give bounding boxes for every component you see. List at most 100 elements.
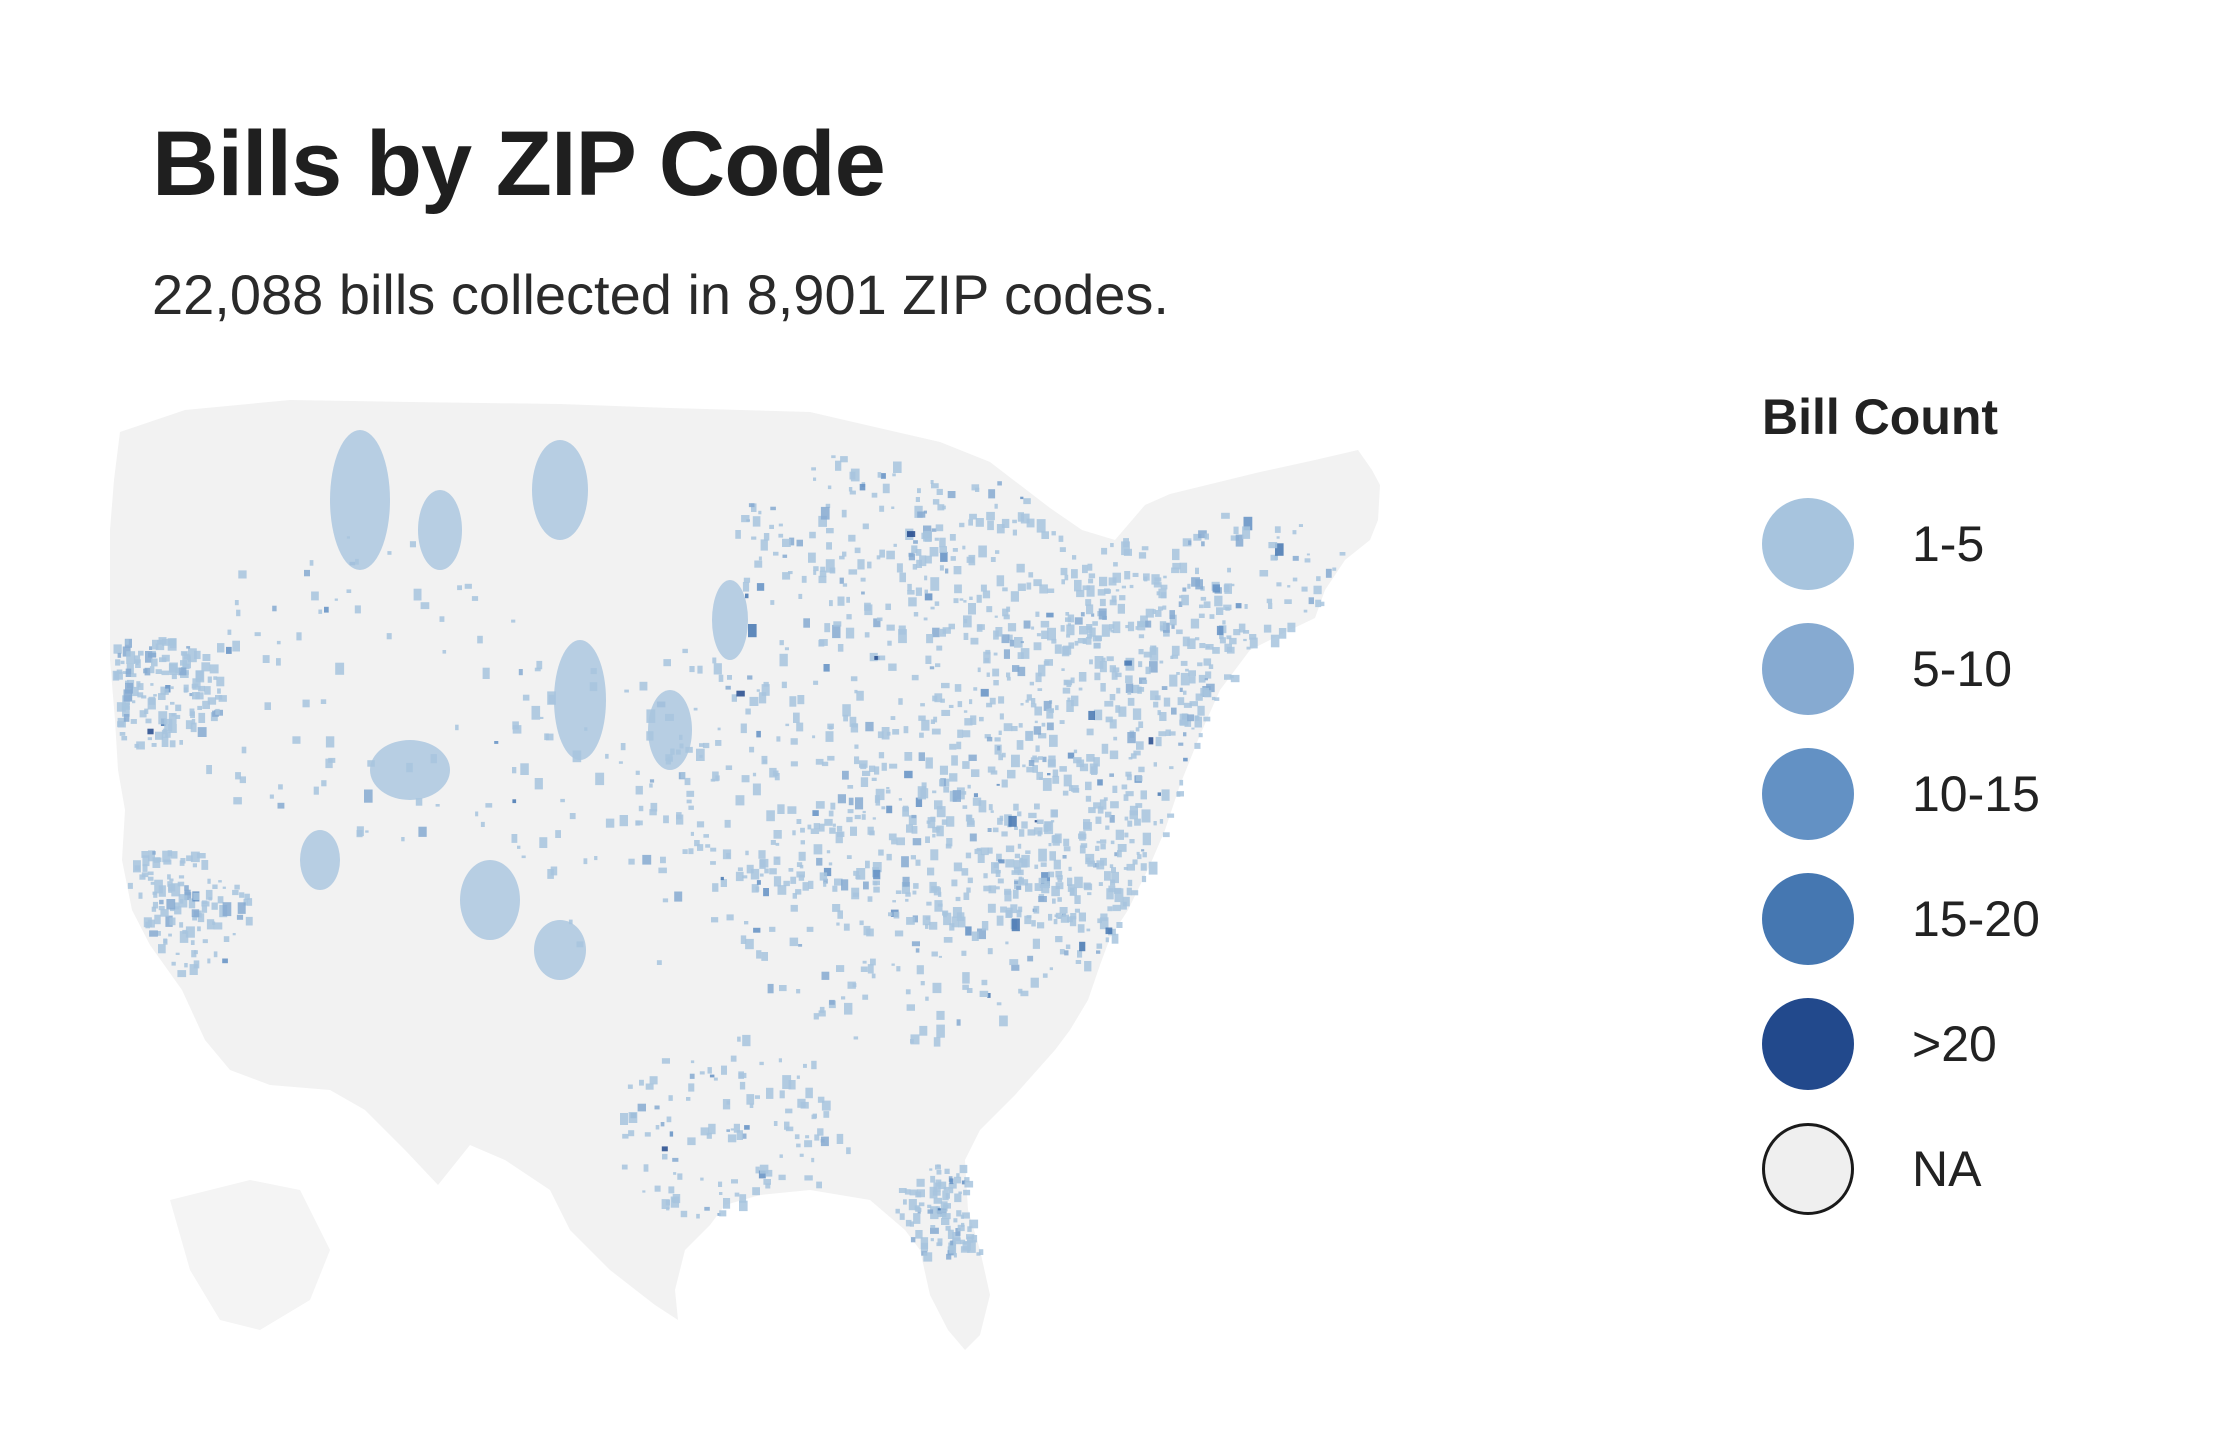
zip-area-mark	[813, 566, 819, 572]
zip-area-mark	[995, 627, 1003, 637]
zip-area-mark	[756, 730, 761, 738]
zip-area-mark	[995, 870, 1001, 874]
us-zip-map	[110, 390, 1590, 1400]
zip-area-mark	[1243, 630, 1250, 634]
zip-area-mark	[677, 1173, 683, 1180]
zip-area-mark	[854, 756, 860, 765]
zip-area-mark	[942, 627, 951, 634]
zip-area-mark	[796, 862, 803, 867]
zip-area-mark	[823, 881, 827, 887]
zip-area-mark	[926, 634, 934, 644]
zip-area-mark	[192, 915, 197, 921]
zip-area-mark	[931, 528, 937, 532]
zip-area-mark	[1038, 733, 1047, 739]
zip-area-mark	[1275, 543, 1284, 556]
zip-area-mark	[144, 667, 151, 676]
zip-area-mark	[354, 605, 361, 614]
zip-area-mark	[957, 701, 963, 708]
zip-area-mark	[136, 741, 145, 750]
zip-area-mark	[1042, 778, 1052, 791]
legend-item: 15-20	[1762, 873, 2162, 965]
legend-swatch	[1762, 1123, 1854, 1215]
zip-area-mark	[740, 935, 747, 944]
zip-area-mark	[994, 615, 998, 618]
zip-area-mark	[178, 667, 187, 676]
zip-area-mark	[932, 790, 937, 794]
zip-area-mark	[766, 810, 775, 822]
zip-area-mark	[1101, 743, 1109, 754]
zip-area-mark	[967, 1236, 974, 1243]
zip-area-mark	[141, 695, 147, 699]
zip-area-mark	[994, 737, 1001, 742]
zip-area-mark	[1011, 726, 1018, 732]
zip-area-mark	[1066, 634, 1071, 638]
zip-area-mark	[1085, 795, 1092, 802]
zip-area-mark	[932, 627, 940, 638]
zip-area-mark	[726, 1100, 730, 1105]
zip-area-mark	[753, 927, 761, 933]
zip-area-mark	[188, 648, 197, 663]
zip-area-mark	[276, 640, 281, 645]
zip-area-mark	[962, 1241, 971, 1251]
zip-area-mark	[1034, 864, 1039, 869]
zip-area-mark	[782, 554, 788, 558]
zip-area-mark	[718, 674, 724, 682]
zip-area-mark	[953, 1253, 957, 1258]
zip-area-mark	[1119, 595, 1126, 601]
zip-area-mark	[1244, 604, 1248, 609]
zip-area-mark	[721, 1065, 727, 1075]
zip-area-mark	[995, 550, 1000, 554]
zip-area-mark	[860, 966, 868, 972]
zip-area-mark	[1205, 645, 1210, 649]
zip-area-mark	[909, 1189, 918, 1196]
zip-area-mark	[745, 593, 749, 599]
zip-area-mark	[190, 722, 197, 733]
zip-area-mark	[145, 718, 152, 724]
zip-area-mark	[819, 823, 825, 832]
zip-area-mark	[148, 850, 155, 862]
zip-area-mark	[1141, 849, 1145, 852]
zip-area-mark	[954, 1193, 962, 1203]
zip-area-mark	[828, 810, 834, 817]
zip-area-mark	[185, 926, 195, 938]
zip-area-mark	[197, 705, 202, 710]
zip-area-mark	[937, 1210, 947, 1218]
zip-area-mark	[852, 892, 859, 897]
zip-area-mark	[1078, 687, 1083, 691]
zip-area-mark	[886, 805, 893, 814]
zip-area-mark	[861, 591, 865, 595]
zip-area-mark	[912, 915, 918, 923]
zip-area-mark	[1113, 562, 1118, 567]
zip-area-mark	[627, 1084, 633, 1089]
zip-area-mark	[709, 1074, 715, 1078]
zip-area-mark	[943, 937, 953, 943]
zip-area-mark	[854, 744, 859, 749]
zip-area-mark	[953, 1176, 962, 1184]
zip-area-mark	[1041, 630, 1049, 639]
zip-area-mark	[785, 1108, 793, 1114]
zip-area-mark	[969, 1219, 979, 1229]
zip-area-mark	[848, 797, 854, 806]
zip-area-mark	[1087, 860, 1096, 867]
zip-area-mark	[1276, 582, 1282, 587]
zip-area-mark	[174, 902, 180, 910]
zip-area-mark	[205, 889, 213, 900]
zip-area-mark	[1109, 624, 1115, 629]
zip-area-mark	[672, 1157, 679, 1162]
zip-area-mark	[1076, 589, 1085, 598]
zip-area-mark	[1032, 765, 1038, 773]
zip-area-mark	[318, 609, 323, 614]
zip-area-mark	[167, 874, 171, 880]
zip-area-mark	[1118, 706, 1127, 717]
zip-area-mark	[817, 1096, 825, 1103]
zip-area-mark	[511, 619, 516, 623]
zip-area-mark	[1006, 606, 1011, 612]
zip-area-mark	[195, 670, 205, 683]
zip-area-mark	[1009, 639, 1015, 647]
zip-area-mark	[1187, 638, 1196, 649]
zip-area-mark	[152, 857, 161, 868]
zip-area-mark	[923, 530, 932, 542]
zip-area-mark	[1127, 732, 1136, 744]
zip-area-mark	[959, 522, 965, 528]
zip-area-mark	[1085, 636, 1092, 645]
